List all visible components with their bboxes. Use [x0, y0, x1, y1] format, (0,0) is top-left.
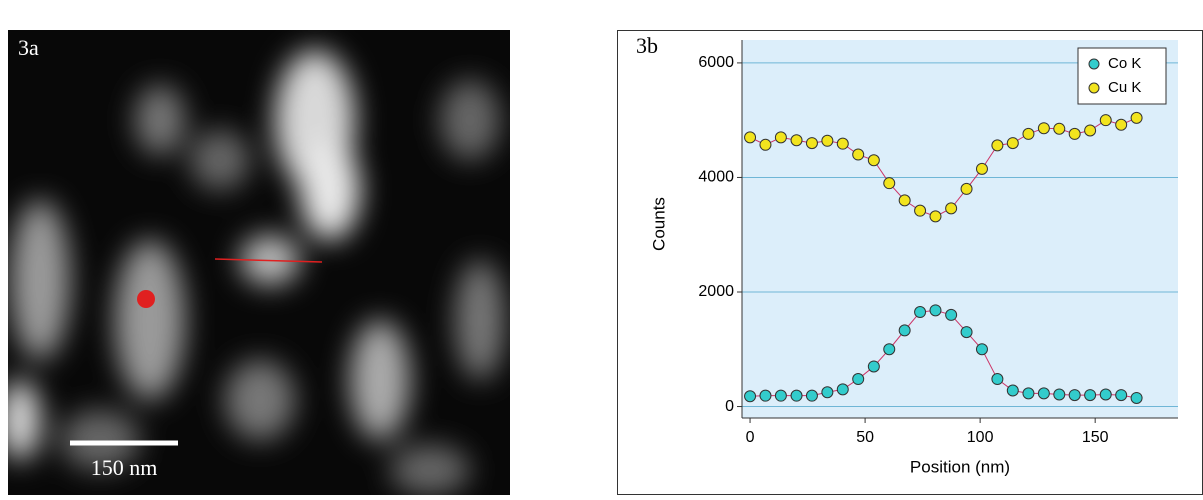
data-point — [945, 202, 958, 215]
legend-box — [1077, 47, 1167, 105]
data-point — [836, 137, 849, 150]
x-tick-label: 100 — [967, 429, 994, 446]
micrograph: 150 nm 3a — [8, 30, 510, 495]
data-point — [898, 324, 911, 337]
data-point — [914, 306, 927, 319]
data-point — [914, 204, 927, 217]
data-point — [744, 390, 757, 403]
data-point — [1099, 388, 1112, 401]
data-point — [774, 131, 787, 144]
data-point — [883, 177, 896, 190]
data-point — [883, 343, 896, 356]
data-point — [945, 308, 958, 321]
data-point — [774, 389, 787, 402]
data-point — [1099, 114, 1112, 127]
data-point — [759, 138, 772, 151]
data-point — [1130, 391, 1143, 404]
data-point — [1006, 384, 1019, 397]
data-point — [1084, 124, 1097, 137]
data-point — [975, 343, 988, 356]
x-tick-label: 50 — [856, 429, 874, 446]
data-point — [1115, 389, 1128, 402]
data-point — [759, 389, 772, 402]
data-point — [960, 326, 973, 339]
data-point — [975, 162, 988, 175]
data-point — [1037, 122, 1050, 135]
marker — [137, 290, 155, 308]
data-point — [1084, 389, 1097, 402]
data-point — [1022, 127, 1035, 140]
data-point — [929, 210, 942, 223]
y-tick-label: 0 — [725, 398, 734, 415]
data-point — [991, 139, 1004, 152]
legend-marker — [1088, 58, 1100, 70]
data-point — [821, 134, 834, 147]
data-point — [1022, 387, 1035, 400]
data-point — [852, 148, 865, 161]
scale-label: 150 nm — [91, 455, 158, 480]
data-point — [1006, 137, 1019, 150]
y-tick-label: 4000 — [698, 169, 734, 186]
data-point — [898, 194, 911, 207]
x-axis-label: Position (nm) — [910, 457, 1010, 476]
legend-marker — [1088, 82, 1100, 94]
data-point — [960, 182, 973, 195]
panel-label: 3a — [18, 35, 39, 60]
data-point — [867, 360, 880, 373]
legend-label: Cu K — [1108, 79, 1141, 96]
data-point — [1130, 111, 1143, 124]
data-point — [744, 131, 757, 144]
x-tick-label: 0 — [746, 429, 755, 446]
y-axis-label: Counts — [649, 197, 668, 251]
data-point — [1068, 127, 1081, 140]
data-point — [836, 383, 849, 396]
legend-label: Co K — [1108, 55, 1141, 72]
data-point — [852, 373, 865, 386]
scan-line — [214, 258, 323, 263]
data-point — [867, 154, 880, 167]
x-tick-label: 150 — [1082, 429, 1109, 446]
data-point — [1115, 118, 1128, 131]
data-point — [1053, 122, 1066, 135]
y-tick-label: 6000 — [698, 54, 734, 71]
data-point — [929, 304, 942, 317]
data-point — [790, 134, 803, 147]
y-tick-label: 2000 — [698, 283, 734, 300]
data-point — [1053, 388, 1066, 401]
panel-label: 3b — [636, 33, 658, 58]
data-point — [1037, 387, 1050, 400]
data-point — [805, 389, 818, 402]
data-point — [790, 389, 803, 402]
data-point — [991, 373, 1004, 386]
data-point — [1068, 389, 1081, 402]
data-point — [821, 386, 834, 399]
data-point — [805, 137, 818, 150]
